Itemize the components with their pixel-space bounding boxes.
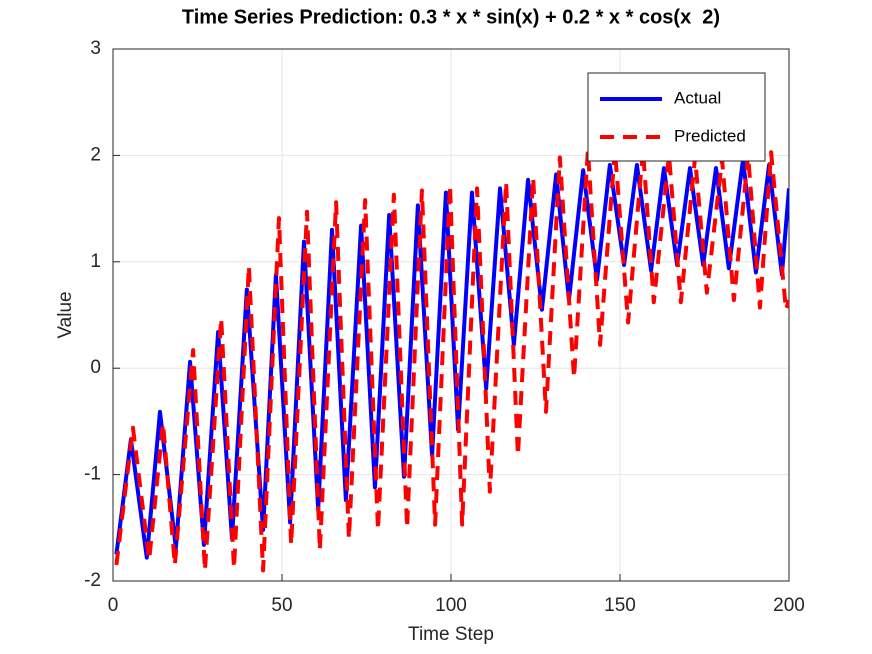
y-tick-label: 0 xyxy=(90,357,101,378)
x-tick-label: 150 xyxy=(604,595,636,616)
x-tick-label: 100 xyxy=(435,595,467,616)
chart-title: Time Series Prediction: 0.3 * x * sin(x)… xyxy=(182,6,720,28)
x-tick-label: 50 xyxy=(271,595,292,616)
x-axis-label: Time Step xyxy=(408,624,494,645)
series-line xyxy=(114,157,789,560)
series-line xyxy=(114,148,789,573)
legend-box xyxy=(587,72,766,162)
y-tick-label: 2 xyxy=(90,144,101,165)
x-tick-label: 200 xyxy=(773,595,805,616)
plot-frame xyxy=(112,48,790,582)
y-tick-label: -1 xyxy=(84,464,101,485)
y-tick-label: 3 xyxy=(90,38,101,59)
y-tick-label: 1 xyxy=(90,251,101,272)
legend: Actual Predicted xyxy=(587,72,766,162)
x-tick-label: 0 xyxy=(108,595,119,616)
y-tick-label: -2 xyxy=(84,570,101,591)
legend-label: Predicted xyxy=(674,126,746,145)
y-axis-label: Value xyxy=(55,291,76,338)
legend-label: Actual xyxy=(674,88,721,107)
